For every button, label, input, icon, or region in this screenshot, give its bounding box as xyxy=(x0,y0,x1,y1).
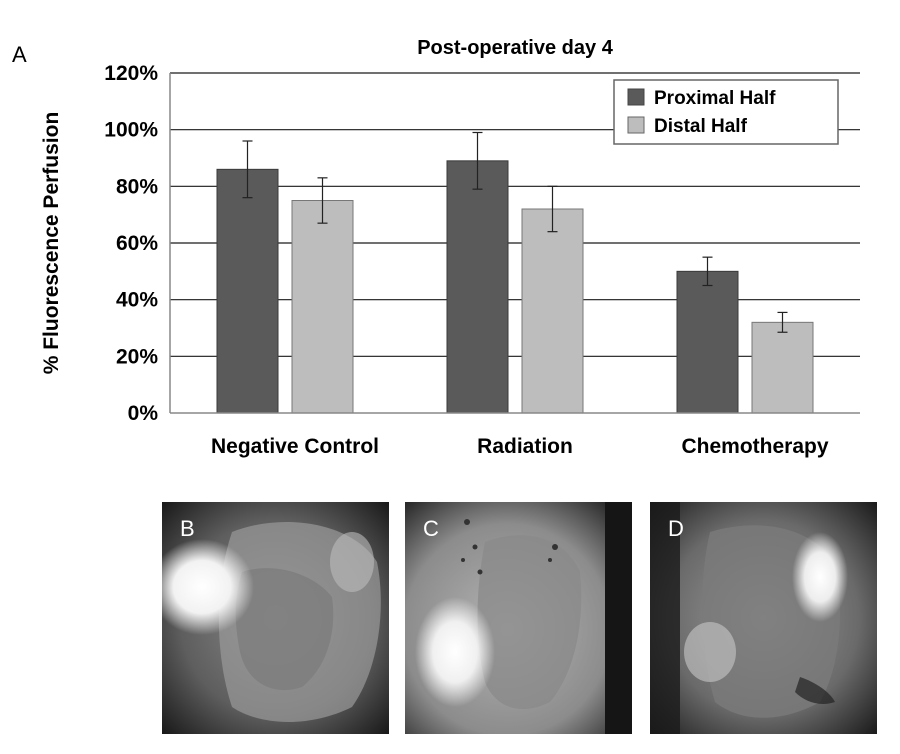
y-tick-label: 80% xyxy=(116,175,158,198)
legend: Proximal Half Distal Half xyxy=(613,79,839,145)
legend-label-distal: Distal Half xyxy=(654,116,748,137)
y-tick-label: 100% xyxy=(104,119,158,142)
y-axis-title: % Fluorescence Perfusion xyxy=(40,112,63,375)
y-tick-labels: 0% 20% 40% 60% 80% 100% 120% xyxy=(104,62,158,425)
error-bars xyxy=(242,131,788,333)
y-tick-label: 20% xyxy=(116,345,158,368)
bar-chart: 0% 20% 40% 60% 80% 100% 120% Negative Control R… xyxy=(40,37,860,458)
panel-a-label: A xyxy=(12,42,27,67)
legend-swatch-distal xyxy=(627,116,645,134)
x-tick-label: Radiation xyxy=(477,435,573,458)
chart-title: Post-operative day 4 xyxy=(417,37,614,59)
legend-label-proximal: Proximal Half xyxy=(654,88,776,109)
panel-d-label: D xyxy=(668,516,684,541)
x-tick-label: Negative Control xyxy=(211,435,379,458)
panel-b-label: B xyxy=(180,516,195,541)
x-tick-label: Chemotherapy xyxy=(681,435,828,458)
y-tick-label: 0% xyxy=(128,402,159,425)
bars xyxy=(216,160,814,414)
x-tick-labels: Negative Control Radiation Chemotherapy xyxy=(211,435,829,458)
bar-distal xyxy=(751,321,814,414)
legend-swatch-proximal xyxy=(627,88,645,106)
panel-c-label: C xyxy=(423,516,439,541)
y-tick-label: 60% xyxy=(116,232,158,255)
fluorescence-image-c: C xyxy=(405,502,632,734)
bar-proximal xyxy=(676,270,739,414)
fluorescence-image-b: B xyxy=(162,502,389,734)
fluorescence-image-d: D xyxy=(650,502,877,734)
bar-distal xyxy=(291,200,354,414)
legend-box xyxy=(613,79,839,145)
bar-distal xyxy=(521,208,584,414)
bar-proximal xyxy=(446,160,509,414)
y-tick-label: 120% xyxy=(104,62,158,85)
bar-proximal xyxy=(216,168,279,414)
y-tick-label: 40% xyxy=(116,289,158,312)
